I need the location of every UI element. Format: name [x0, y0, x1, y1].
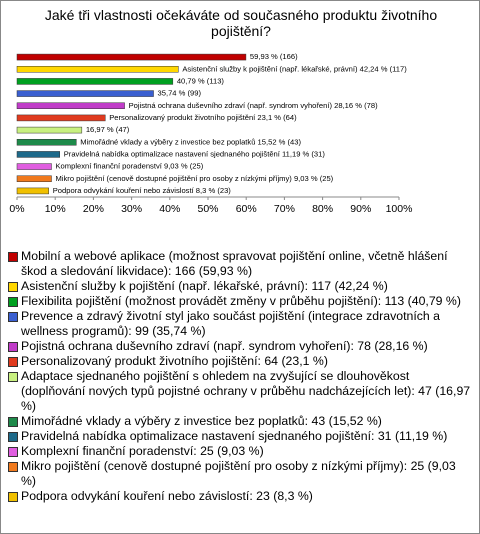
legend-item: Podpora odvykání kouření nebo závislostí… — [7, 489, 473, 504]
x-tick-label: 10% — [45, 203, 66, 215]
value-label: 16,97 % (47) — [86, 125, 130, 134]
legend-marker — [8, 357, 18, 367]
x-tick-label: 40% — [159, 203, 180, 215]
legend-marker — [8, 447, 18, 457]
legend-marker — [8, 462, 18, 472]
x-tick-label: 50% — [197, 203, 218, 215]
x-tick-label: 90% — [350, 203, 371, 215]
value-label: 59,93 % (166) — [250, 52, 298, 61]
legend-item: Flexibilita pojištění (možnost provádět … — [7, 294, 473, 309]
x-tick-label: 100% — [386, 203, 413, 215]
value-label: Podpora odvykání kouření nebo závislostí… — [53, 186, 232, 195]
legend-marker — [8, 372, 18, 382]
x-tick-label: 80% — [312, 203, 333, 215]
chart-title: Jaké tři vlastnosti očekáváte od současn… — [44, 7, 438, 39]
plot: 0% 10% 20% 30% 40% 50% 60% 70% 80% 90% 100% 59,93 %… — [9, 52, 413, 215]
legend-label: Asistenční služby k pojištění (např. lék… — [21, 279, 388, 293]
legend-item: Komplexní finanční poradenství: 25 (9,03… — [7, 444, 473, 459]
bar — [16, 78, 174, 85]
legend-marker — [8, 297, 18, 307]
legend-item: Pojistná ochrana duševního zdraví (např.… — [7, 339, 473, 354]
x-tick-label: 60% — [236, 203, 257, 215]
bar — [16, 114, 106, 122]
legend-label: Flexibilita pojištění (možnost provádět … — [21, 294, 461, 308]
legend-label: Pravidelná nabídka optimalizace nastaven… — [21, 429, 448, 443]
legend-marker — [8, 252, 18, 262]
legend-marker — [8, 282, 18, 292]
legend-label: Mimořádné vklady a výběry z investice be… — [21, 414, 382, 428]
value-label: Mikro pojištění (cenově dostupné pojiště… — [55, 174, 333, 183]
value-label: 40,79 % (113) — [177, 76, 225, 85]
bar — [16, 175, 52, 182]
value-label: Komplexní finanční poradenství 9,03 % (2… — [55, 162, 203, 171]
legend-marker — [8, 492, 18, 502]
x-tick-label: 20% — [83, 203, 104, 215]
legend-label: Podpora odvykání kouření nebo závislostí… — [21, 489, 313, 503]
legend-item: Prevence a zdravý životní styl jako souč… — [7, 309, 473, 339]
bar — [16, 151, 60, 158]
legend-item: Personalizovaný produkt životního pojišt… — [7, 354, 473, 369]
legend-label: Personalizovaný produkt životního pojišt… — [21, 354, 328, 368]
legend-marker — [8, 432, 18, 442]
legend-item: Mikro pojištění (cenově dostupné pojiště… — [7, 459, 473, 489]
legend-item: Mimořádné vklady a výběry z investice be… — [7, 414, 473, 429]
legend-label: Komplexní finanční poradenství: 25 (9,03… — [21, 444, 264, 458]
bar — [16, 90, 154, 97]
bar — [16, 126, 83, 134]
value-label: Pojistná ochrana duševního zdraví (např.… — [129, 101, 379, 110]
legend-marker — [8, 417, 18, 427]
legend-label: Mobilní a webové aplikace (možnost sprav… — [21, 249, 448, 278]
legend-label: Pojistná ochrana duševního zdraví (např.… — [21, 339, 428, 353]
legend-item: Asistenční služby k pojištění (např. lék… — [7, 279, 473, 294]
legend-label: Mikro pojištění (cenově dostupné pojiště… — [21, 459, 456, 488]
value-label: 35,74 % (99) — [158, 89, 202, 98]
legend-item: Pravidelná nabídka optimalizace nastaven… — [7, 429, 473, 444]
bar — [16, 187, 49, 195]
legend-label: Adaptace sjednaného pojištění s ohledem … — [21, 369, 471, 413]
legend: Mobilní a webové aplikace (možnost sprav… — [7, 249, 473, 504]
legend-marker — [8, 342, 18, 352]
legend-marker — [8, 312, 18, 322]
legend-item: Mobilní a webové aplikace (možnost sprav… — [7, 249, 473, 279]
x-tick-label: 70% — [274, 203, 295, 215]
bar — [16, 66, 179, 73]
value-label: Personalizovaný produkt životního pojišt… — [109, 113, 297, 122]
bar — [16, 163, 52, 170]
bar — [16, 139, 77, 146]
value-label: Asistenční služby k pojištění (např. lék… — [182, 64, 407, 73]
value-label: Pravidelná nabídka optimalizace nastaven… — [64, 149, 326, 158]
legend-label: Prevence a zdravý životní styl jako souč… — [21, 309, 440, 338]
bar — [16, 53, 247, 61]
value-label: Mimořádné vklady a výběry z investice be… — [80, 137, 301, 146]
bar — [16, 102, 125, 109]
x-tick-label: 0% — [9, 203, 24, 215]
x-tick-label: 30% — [121, 203, 142, 215]
legend-item: Adaptace sjednaného pojištění s ohledem … — [7, 369, 473, 414]
